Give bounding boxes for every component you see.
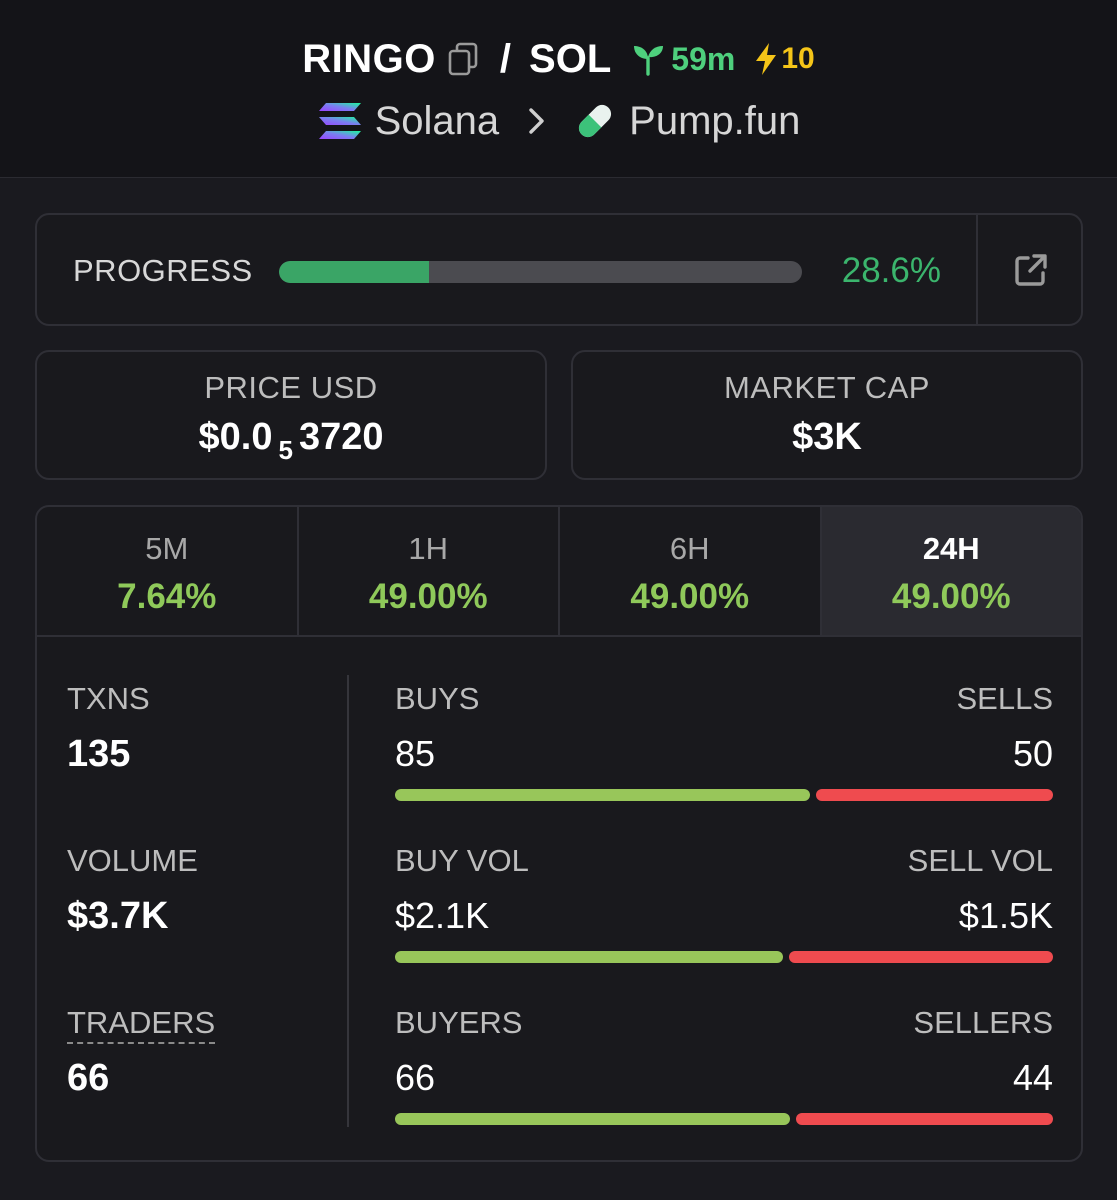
- tab-6h[interactable]: 6H 49.00%: [560, 507, 822, 635]
- boost-count[interactable]: 10: [753, 42, 815, 76]
- price-usd-label: PRICE USD: [204, 370, 378, 405]
- progress-value: 28.6%: [841, 251, 941, 290]
- tab-label: 24H: [922, 531, 980, 566]
- copy-icon[interactable]: [448, 42, 478, 76]
- price-usd-value: $0.0 5 3720: [37, 416, 545, 466]
- quote-symbol: SOL: [529, 36, 612, 81]
- sells-value: 50: [1012, 733, 1053, 774]
- timeframe-tabs: 5M 7.64% 1H 49.00% 6H 49.00% 24H 49.00%: [37, 507, 1081, 637]
- progress-divider: [976, 215, 978, 324]
- sell-volume-label: SELL VOL: [907, 843, 1053, 878]
- sell-bar: [815, 789, 1053, 801]
- market-cap-label: MARKET CAP: [724, 370, 930, 405]
- buy-bar: [395, 789, 810, 801]
- chain-breadcrumb: Solana Pump.fun: [0, 96, 1117, 146]
- bonding-progress-card: PROGRESS 28.6%: [35, 213, 1083, 326]
- seedling-icon: [634, 46, 664, 76]
- buys-sells-bar: [395, 789, 1053, 801]
- tab-label: 6H: [669, 531, 710, 566]
- tab-price-change: 7.64%: [117, 577, 217, 616]
- sell-bar: [789, 951, 1053, 963]
- progress-label: PROGRESS: [73, 253, 253, 288]
- dex-link[interactable]: Pump.fun: [629, 98, 801, 143]
- price-prefix: $0.0: [198, 416, 273, 458]
- bolt-icon: [756, 43, 777, 75]
- sellers-label: SELLERS: [913, 1005, 1053, 1040]
- txns-label: TXNS: [67, 681, 150, 716]
- tab-label: 1H: [408, 531, 449, 566]
- price-zero-count: 5: [278, 435, 293, 465]
- transactions-card: 5M 7.64% 1H 49.00% 6H 49.00% 24H 49.00% …: [35, 505, 1083, 1162]
- buys-sells-split: BUYS SELLS 85 50: [395, 681, 1053, 803]
- sell-bar: [795, 1113, 1053, 1125]
- chain-link[interactable]: Solana: [374, 98, 500, 143]
- pair-age-value: 59m: [671, 40, 736, 77]
- progress-bar-fill: [279, 261, 429, 283]
- pill-icon: [579, 104, 612, 138]
- market-cap-card: MARKET CAP $3K: [571, 350, 1083, 480]
- boost-count-value: 10: [781, 42, 815, 75]
- price-digits: 3720: [298, 416, 384, 458]
- tab-1h[interactable]: 1H 49.00%: [299, 507, 560, 635]
- buyers-value: 66: [395, 1057, 436, 1098]
- buy-sell-volume-bar: [395, 951, 1053, 963]
- pair-separator: /: [499, 36, 512, 81]
- tab-price-change: 49.00%: [630, 577, 750, 616]
- buy-volume-value: $2.1K: [395, 895, 490, 936]
- sells-label: SELLS: [956, 681, 1053, 716]
- tab-24h[interactable]: 24H 49.00%: [821, 507, 1081, 635]
- txns-value: 135: [67, 733, 131, 775]
- metrics-divider: [347, 675, 349, 1127]
- pair-age: 59m: [631, 41, 735, 78]
- tab-price-change: 49.00%: [368, 577, 488, 616]
- buyers-label: BUYERS: [395, 1005, 523, 1040]
- volume-value: $3.7K: [67, 895, 169, 937]
- tab-5m[interactable]: 5M 7.64%: [37, 507, 299, 635]
- volume-label: VOLUME: [67, 843, 198, 878]
- traders-label-text: TRADERS: [67, 1005, 216, 1044]
- buy-bar: [395, 1113, 790, 1125]
- sell-volume-value: $1.5K: [958, 895, 1053, 936]
- progress-bar: [279, 261, 802, 283]
- tab-price-change: 49.00%: [891, 577, 1011, 616]
- open-external-button[interactable]: [978, 215, 1083, 324]
- base-symbol: RINGO: [302, 36, 436, 81]
- buyers-sellers-split: BUYERS SELLERS 66 44: [395, 1005, 1053, 1127]
- sellers-value: 44: [1012, 1057, 1053, 1098]
- external-link-icon: [1014, 253, 1047, 286]
- buy-sell-volume-split: BUY VOL SELL VOL $2.1K $1.5K: [395, 843, 1053, 965]
- pair-header: RINGO / SOL 59m 10: [0, 0, 1117, 178]
- traders-label[interactable]: TRADERS: [67, 1005, 216, 1044]
- price-usd-card: PRICE USD $0.0 5 3720: [35, 350, 547, 480]
- buy-volume-label: BUY VOL: [395, 843, 529, 878]
- buy-bar: [395, 951, 784, 963]
- market-cap-value: $3K: [792, 416, 862, 458]
- buyers-sellers-bar: [395, 1113, 1053, 1125]
- chevron-right-icon: [529, 108, 544, 134]
- pair-title-row: RINGO / SOL 59m 10: [0, 34, 1117, 84]
- tab-label: 5M: [145, 531, 189, 566]
- traders-value: 66: [67, 1057, 110, 1099]
- solana-icon: [318, 103, 361, 139]
- buys-value: 85: [395, 733, 436, 774]
- buys-label: BUYS: [395, 681, 480, 716]
